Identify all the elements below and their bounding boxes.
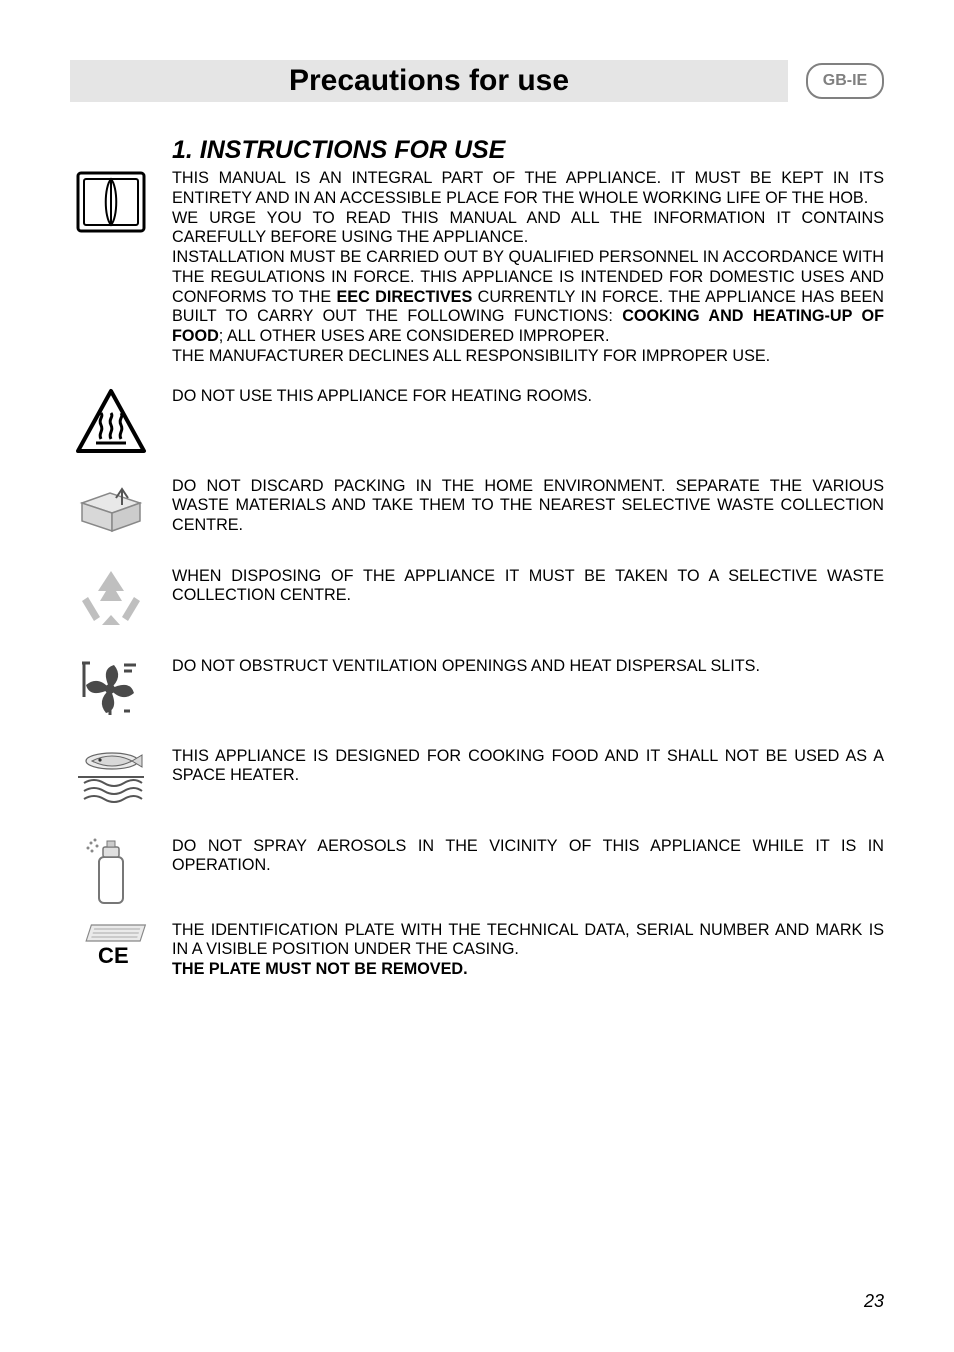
recycle-arrows-icon xyxy=(70,567,152,629)
warning-4-text: DO NOT OBSTRUCT VENTILATION OPENINGS AND… xyxy=(172,657,884,677)
warning-block-2: DO NOT DISCARD PACKING IN THE HOME ENVIR… xyxy=(172,477,884,547)
manual-book-icon xyxy=(70,169,152,235)
intro-p4: THE MANUFACTURER DECLINES ALL RESPONSIBI… xyxy=(172,347,884,367)
warning-block-3: WHEN DISPOSING OF THE APPLIANCE IT MUST … xyxy=(172,567,884,637)
warning-7b-bold: THE PLATE MUST NOT BE REMOVED. xyxy=(172,960,468,978)
hot-surface-warning-icon xyxy=(70,387,152,457)
page-number: 23 xyxy=(864,1291,884,1312)
packing-box-icon xyxy=(70,483,152,533)
warning-block-6: DO NOT SPRAY AEROSOLS IN THE VICINITY OF… xyxy=(172,837,884,907)
svg-text:E: E xyxy=(114,943,129,968)
intro-block: THIS MANUAL IS AN INTEGRAL PART OF THE A… xyxy=(172,169,884,367)
warning-block-5: THIS APPLIANCE IS DESIGNED FOR COOKING F… xyxy=(172,747,884,817)
warning-6-text: DO NOT SPRAY AEROSOLS IN THE VICINITY OF… xyxy=(172,837,884,877)
fan-icon xyxy=(70,657,152,719)
warning-5-text: THIS APPLIANCE IS DESIGNED FOR COOKING F… xyxy=(172,747,884,787)
locale-badge-text: GB-IE xyxy=(823,72,867,90)
warning-block-4: DO NOT OBSTRUCT VENTILATION OPENINGS AND… xyxy=(172,657,884,727)
locale-badge: GB-IE xyxy=(806,63,884,99)
warning-block-7: C E THE IDENTIFICATION PLATE WITH THE TE… xyxy=(172,921,884,980)
warning-2-text: DO NOT DISCARD PACKING IN THE HOME ENVIR… xyxy=(172,477,884,536)
intro-p3b: EEC DIRECTIVES xyxy=(336,288,472,306)
intro-p1: THIS MANUAL IS AN INTEGRAL PART OF THE A… xyxy=(172,169,884,209)
warning-3-text: WHEN DISPOSING OF THE APPLIANCE IT MUST … xyxy=(172,567,884,607)
section-heading: 1. INSTRUCTIONS FOR USE xyxy=(172,136,884,165)
intro-p3e: ; ALL OTHER USES ARE CONSIDERED IMPROPER… xyxy=(219,327,610,345)
intro-p2: WE URGE YOU TO READ THIS MANUAL AND ALL … xyxy=(172,209,884,249)
warning-block-1: DO NOT USE THIS APPLIANCE FOR HEATING RO… xyxy=(172,387,884,457)
page-root: Precautions for use GB-IE 1. INSTRUCTION… xyxy=(0,0,954,1352)
intro-p3: INSTALLATION MUST BE CARRIED OUT BY QUAL… xyxy=(172,248,884,347)
warning-7b-text: THE PLATE MUST NOT BE REMOVED. xyxy=(172,960,884,980)
warning-1-text: DO NOT USE THIS APPLIANCE FOR HEATING RO… xyxy=(172,387,884,407)
page-title: Precautions for use xyxy=(289,64,569,98)
id-plate-ce-icon: C E xyxy=(70,923,152,969)
fish-cooking-icon xyxy=(70,747,152,809)
warning-7a-text: THE IDENTIFICATION PLATE WITH THE TECHNI… xyxy=(172,921,884,961)
svg-text:C: C xyxy=(98,943,114,968)
content-column: 1. INSTRUCTIONS FOR USE THIS MANUAL IS A… xyxy=(172,136,884,980)
title-row: Precautions for use GB-IE xyxy=(70,60,884,102)
aerosol-can-icon xyxy=(70,837,152,909)
title-band: Precautions for use xyxy=(70,60,788,102)
